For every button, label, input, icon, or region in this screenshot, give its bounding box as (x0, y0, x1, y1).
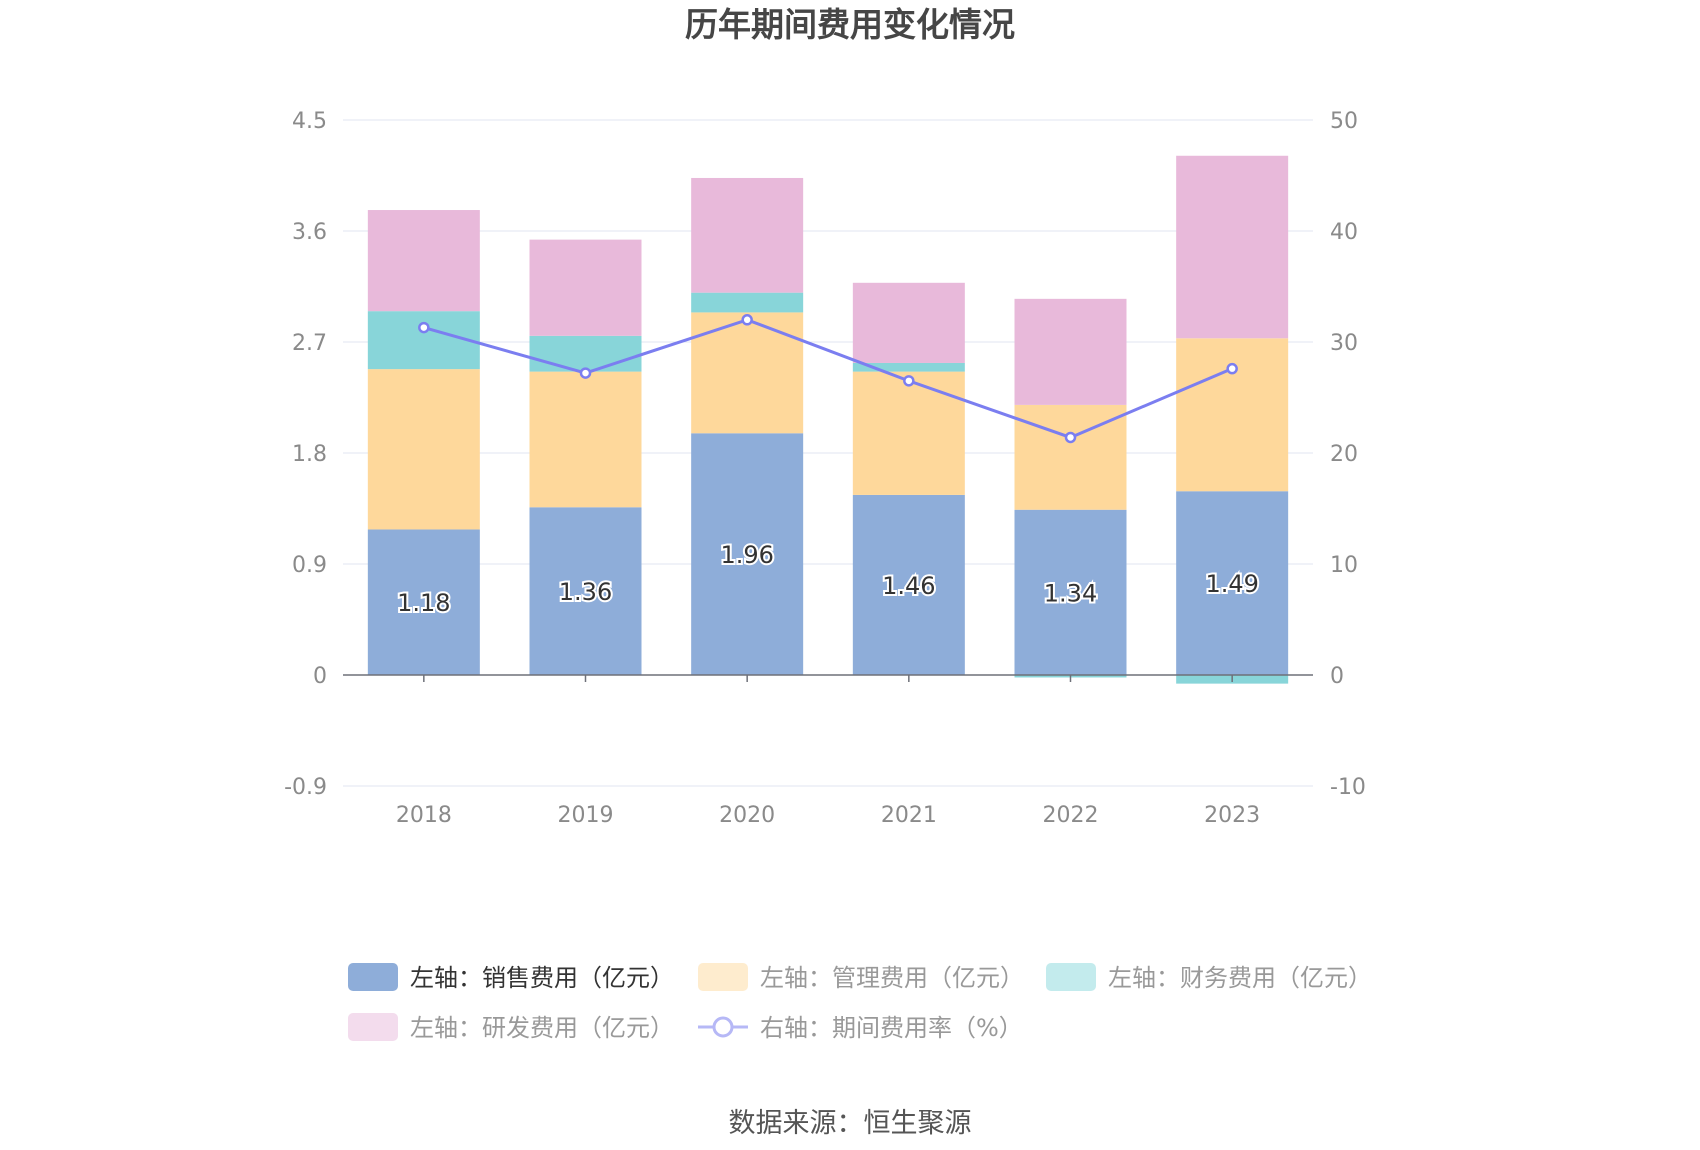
chart-title: 历年期间费用变化情况 (685, 5, 1015, 44)
bar-segment[interactable] (529, 371, 642, 508)
rate-line (418, 314, 1238, 444)
right-tick-label: 10 (1330, 553, 1358, 578)
legend-item[interactable]: 右轴：期间费用率（%） (698, 1014, 1023, 1042)
bar-segment[interactable] (367, 529, 480, 675)
rate-point[interactable] (1226, 362, 1238, 375)
legend-item[interactable]: 左轴：财务费用（亿元） (1046, 963, 1372, 992)
data-source: 数据来源：恒生聚源 (729, 1108, 972, 1139)
rate-point[interactable] (418, 321, 430, 334)
bar-segment[interactable] (691, 292, 804, 313)
bar-value-label: 1.36 (559, 578, 612, 606)
rate-point[interactable] (741, 314, 753, 326)
rate-point[interactable] (903, 375, 915, 387)
legend-item[interactable]: 左轴：研发费用（亿元） (348, 1013, 674, 1042)
right-tick-label: 20 (1330, 442, 1358, 467)
legend-label: 右轴：期间费用率（%） (760, 1014, 1023, 1042)
legend-circle-icon (712, 1016, 734, 1038)
left-tick-label: 3.6 (292, 220, 327, 245)
legend-label: 左轴：研发费用（亿元） (410, 1014, 674, 1042)
x-tick-label: 2022 (1043, 803, 1099, 828)
bar-segment[interactable] (852, 362, 965, 372)
x-tick-label: 2021 (881, 803, 937, 828)
x-tick-label: 2018 (396, 803, 452, 828)
legend-swatch (348, 1013, 398, 1041)
legend-label: 左轴：财务费用（亿元） (1108, 964, 1372, 992)
bar-segment[interactable] (691, 177, 804, 293)
bar-segment[interactable] (367, 311, 480, 370)
bar-segment[interactable] (367, 369, 480, 530)
bar-segment[interactable] (1176, 155, 1289, 339)
bar-segment[interactable] (852, 371, 965, 495)
legend-label: 左轴：管理费用（亿元） (760, 964, 1024, 992)
x-tick-label: 2023 (1204, 803, 1260, 828)
right-axis-ticks: 50 40 30 20 10 0 -10 (1330, 109, 1366, 800)
bar-segment[interactable] (852, 494, 965, 675)
legend-item[interactable]: 左轴：销售费用（亿元） (348, 963, 674, 992)
grid-lines (343, 119, 1313, 787)
left-tick-label: 2.7 (292, 331, 327, 356)
right-tick-label: -10 (1330, 775, 1366, 800)
bar-segment[interactable] (529, 507, 642, 675)
bar-segment[interactable] (1176, 338, 1289, 492)
bar-value-label: 1.49 (1205, 570, 1258, 598)
bar-segment[interactable] (691, 433, 804, 675)
rate-point[interactable] (1064, 431, 1077, 444)
bar-segment[interactable] (1014, 298, 1127, 405)
bar-value-label: 1.96 (720, 541, 773, 569)
x-tick-label: 2019 (558, 803, 614, 828)
left-axis-ticks: 4.5 3.6 2.7 1.8 0.9 0 -0.9 (284, 109, 327, 800)
rate-line-path (423, 318, 1233, 440)
right-tick-label: 50 (1330, 109, 1358, 134)
bar-segment[interactable] (852, 282, 965, 363)
legend-swatch (1046, 963, 1096, 991)
left-tick-label: -0.9 (284, 775, 327, 800)
legend-swatch (348, 963, 398, 991)
legend[interactable]: 左轴：销售费用（亿元） 左轴：管理费用（亿元） 左轴：财务费用（亿元） 左轴：研发费用… (348, 963, 1372, 1042)
bar-value-label: 1.18 (397, 589, 450, 617)
legend-item[interactable]: 左轴：管理费用（亿元） (698, 963, 1024, 992)
left-tick-label: 0 (313, 664, 327, 689)
rate-point[interactable] (579, 367, 592, 379)
left-tick-label: 1.8 (292, 442, 327, 467)
bar-segment[interactable] (1176, 491, 1289, 675)
legend-label: 左轴：销售费用（亿元） (410, 964, 674, 992)
bar-value-label: 1.34 (1044, 579, 1097, 607)
bar-segment[interactable] (367, 210, 480, 312)
legend-swatch (698, 963, 748, 991)
right-tick-label: 0 (1330, 664, 1344, 689)
bar-segment[interactable] (1014, 509, 1127, 675)
right-tick-label: 30 (1330, 331, 1358, 356)
right-tick-label: 40 (1330, 220, 1358, 245)
bar-value-label: 1.46 (882, 572, 935, 600)
x-axis-ticks: 2018 2019 2020 2021 2022 2023 (396, 803, 1260, 828)
left-tick-label: 0.9 (292, 553, 327, 578)
bar-segment[interactable] (529, 335, 642, 372)
x-axis (343, 674, 1313, 682)
bar-segment[interactable] (691, 312, 804, 434)
bars (367, 155, 1289, 684)
bar-labels: 1.18 1.36 1.96 1.46 1.34 1.49 (395, 539, 1261, 619)
x-tick-label: 2020 (719, 803, 775, 828)
bar-segment[interactable] (529, 239, 642, 336)
left-tick-label: 4.5 (292, 109, 327, 134)
